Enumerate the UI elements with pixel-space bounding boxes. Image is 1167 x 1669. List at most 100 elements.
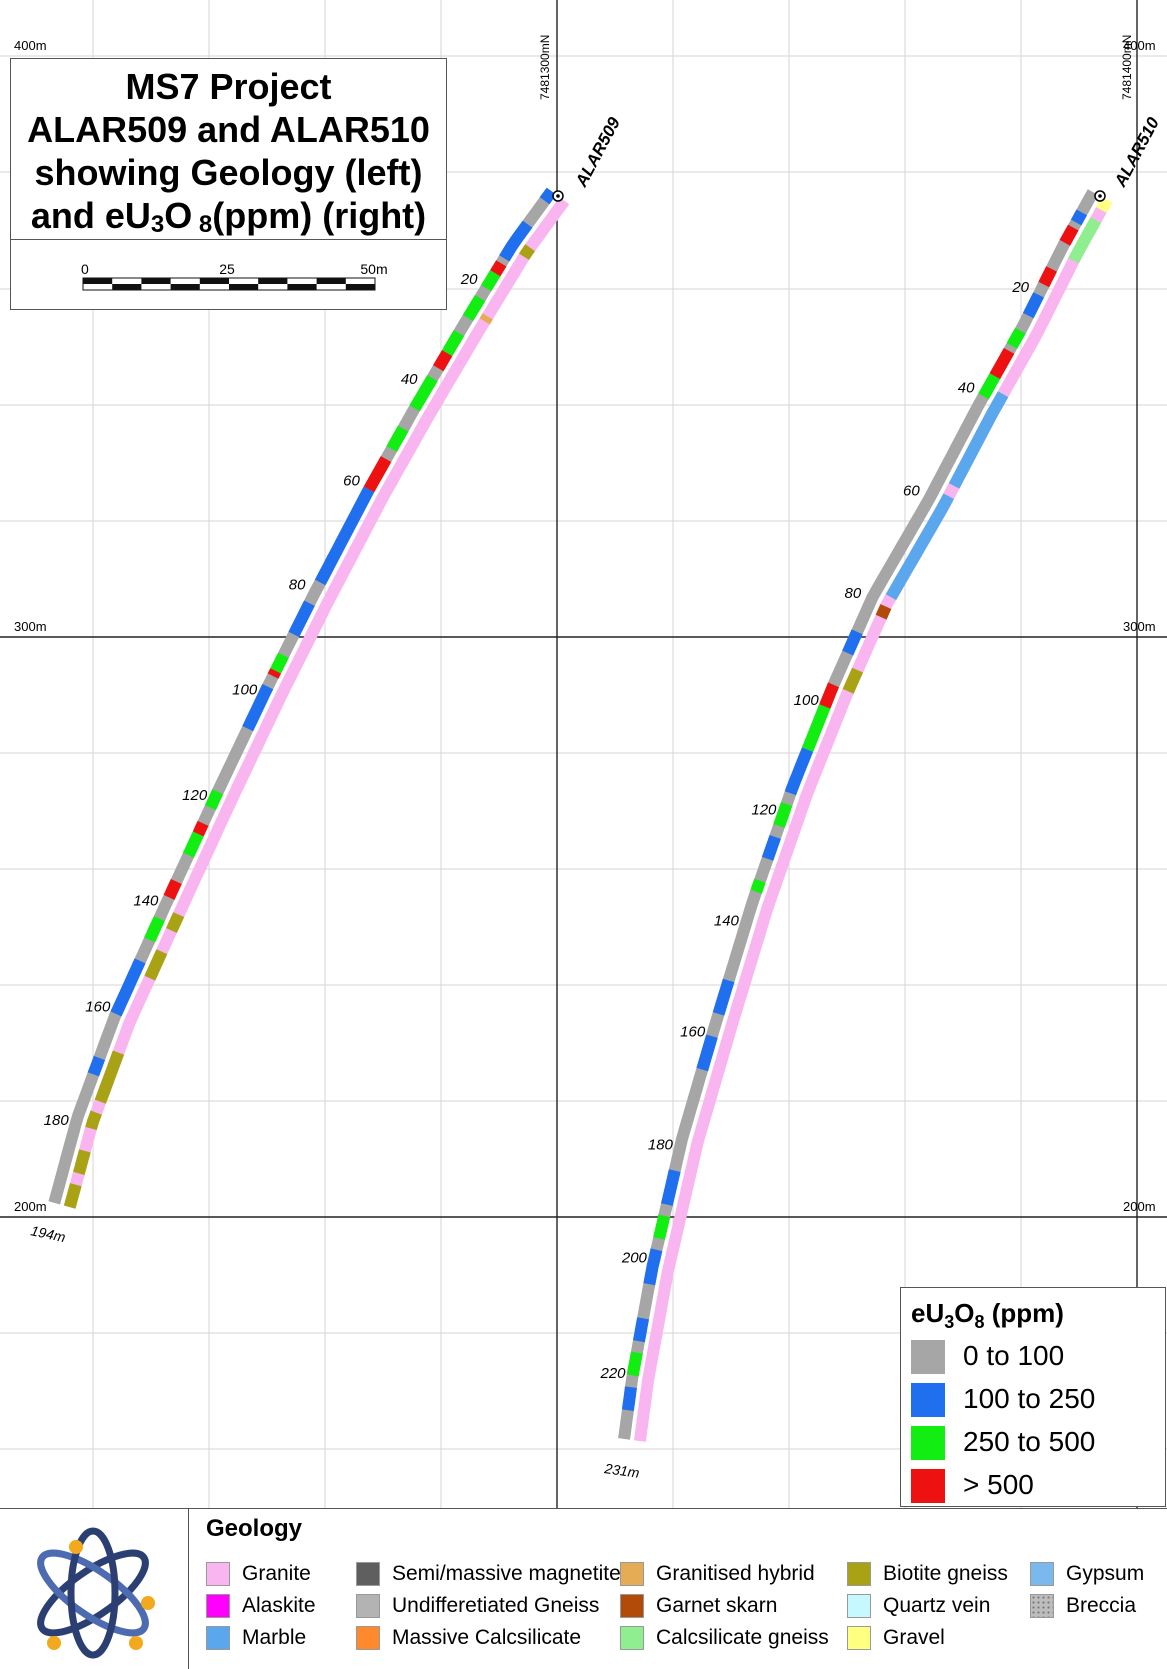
geology-interval <box>85 1110 102 1130</box>
geology-swatch <box>1030 1594 1054 1618</box>
scale-segment <box>170 284 200 290</box>
eu3o8-interval <box>661 1169 681 1206</box>
eu3o8-interval <box>288 600 315 638</box>
eu3o8-interval <box>267 668 281 679</box>
geology-swatch <box>356 1594 380 1618</box>
eu3o8-interval <box>490 260 507 277</box>
eu3o8-interval <box>653 1214 671 1240</box>
geology-label: Marble <box>242 1626 307 1649</box>
eu3o8-legend-title: eU3O8 (ppm) <box>911 1298 1064 1333</box>
eu3o8-interval <box>192 820 209 837</box>
eu3o8-interval <box>442 330 465 357</box>
eu3o8-interval <box>110 958 146 1017</box>
eu3o8-interval <box>978 373 1001 400</box>
eu3o8-interval <box>761 835 781 861</box>
eu3o8-interval <box>409 375 438 412</box>
eu-swatch <box>911 1426 945 1460</box>
eu3o8-interval <box>1070 209 1087 226</box>
geology-swatch <box>620 1594 644 1618</box>
depth-label: 140 <box>133 893 159 910</box>
eu3o8-interval <box>696 1034 718 1072</box>
elev-label-300-left: 300m <box>14 619 47 634</box>
geology-interval <box>1068 217 1101 264</box>
geology-label: Gravel <box>883 1626 945 1649</box>
geology-interval <box>144 949 168 981</box>
eu3o8-interval <box>270 652 289 674</box>
geology-interval <box>94 1050 125 1104</box>
depth-label: 40 <box>401 371 418 388</box>
eu3o8-interval <box>539 187 557 205</box>
eu3o8-interval <box>622 1386 637 1411</box>
geology-interval <box>63 1183 82 1209</box>
eu3o8-interval <box>314 486 375 586</box>
title-line-3: showing Geology (left) <box>34 152 423 193</box>
geology-interval <box>518 244 535 260</box>
geology-label: Breccia <box>1066 1594 1137 1617</box>
scale-segment <box>287 284 317 290</box>
depth-label: 40 <box>958 380 975 397</box>
geology-column <box>634 197 1113 1442</box>
depth-label: 200 <box>621 1250 648 1267</box>
title-line-1: MS7 Project <box>125 66 332 107</box>
geology-label: Gypsum <box>1066 1562 1145 1585</box>
geology-swatch <box>620 1626 644 1650</box>
depth-label: 220 <box>599 1365 626 1382</box>
depth-label: 60 <box>903 483 920 500</box>
eu3o8-interval <box>1059 224 1079 246</box>
eu3o8-interval <box>1006 327 1026 349</box>
geology-label: Granite <box>242 1562 311 1585</box>
scale-segment <box>141 278 171 284</box>
northing-label-2: 7481400mN <box>1120 35 1134 100</box>
eu3o8-interval <box>462 295 486 322</box>
scale-segment <box>199 278 229 284</box>
geology-swatch <box>847 1562 871 1586</box>
collar-dot-icon <box>556 194 560 198</box>
drill-holes: 20 40 60 80 100 120 140 160 180 20 40 60 80 100 120 140… <box>29 114 1163 1481</box>
geology-legend-title: Geology <box>206 1515 303 1542</box>
geology-label: Alaskite <box>242 1594 316 1617</box>
eu3o8-column <box>618 189 1099 1440</box>
depth-label: 140 <box>714 912 740 929</box>
scale-segment <box>229 284 259 290</box>
scale-segment <box>112 284 142 290</box>
elev-label-200-right: 200m <box>1123 1199 1156 1214</box>
eu3o8-interval <box>784 747 814 796</box>
elev-label-400-left: 400m <box>14 38 47 53</box>
eu-swatch <box>911 1340 945 1374</box>
eu3o8-interval <box>626 1351 643 1377</box>
geology-swatch <box>356 1562 380 1586</box>
eu3o8-interval <box>481 270 501 292</box>
scale-segment <box>345 284 375 290</box>
depth-label: 180 <box>648 1137 674 1154</box>
geology-swatch <box>356 1626 380 1650</box>
eu3o8-interval <box>87 1055 105 1077</box>
geology-swatch <box>206 1626 230 1650</box>
eu3o8-interval <box>989 348 1015 380</box>
elev-label-400-right: 400m <box>1123 38 1156 53</box>
eu3o8-interval <box>802 704 831 752</box>
geology-column <box>63 197 570 1209</box>
geology-legend: Geology Granite Alaskite Marble Semi/massiv… <box>0 1508 1167 1669</box>
depth-label: 120 <box>182 787 208 804</box>
geology-interval <box>842 667 864 694</box>
depth-label: 100 <box>232 682 258 699</box>
geology-swatch <box>1030 1562 1054 1586</box>
eu3o8-interval <box>1038 266 1057 288</box>
eu3o8-interval <box>205 789 224 811</box>
geology-legend-separator <box>188 1509 189 1669</box>
eu3o8-interval <box>712 978 735 1016</box>
scale-segment <box>258 278 288 284</box>
geology-label: Garnet skarn <box>656 1594 778 1617</box>
geology-swatch <box>847 1626 871 1650</box>
eu3o8-interval <box>750 878 766 894</box>
scale-label-50: 50m <box>360 261 387 277</box>
eu3o8-interval <box>363 456 392 493</box>
eu3o8-interval <box>633 1317 649 1343</box>
geology-interval <box>73 1149 91 1175</box>
scale-segment <box>316 278 346 284</box>
geology-swatch <box>620 1562 644 1586</box>
scale-outline <box>82 277 376 291</box>
geology-swatch <box>847 1594 871 1618</box>
collar-dot-icon <box>1098 194 1102 198</box>
eu-swatch <box>911 1383 945 1417</box>
